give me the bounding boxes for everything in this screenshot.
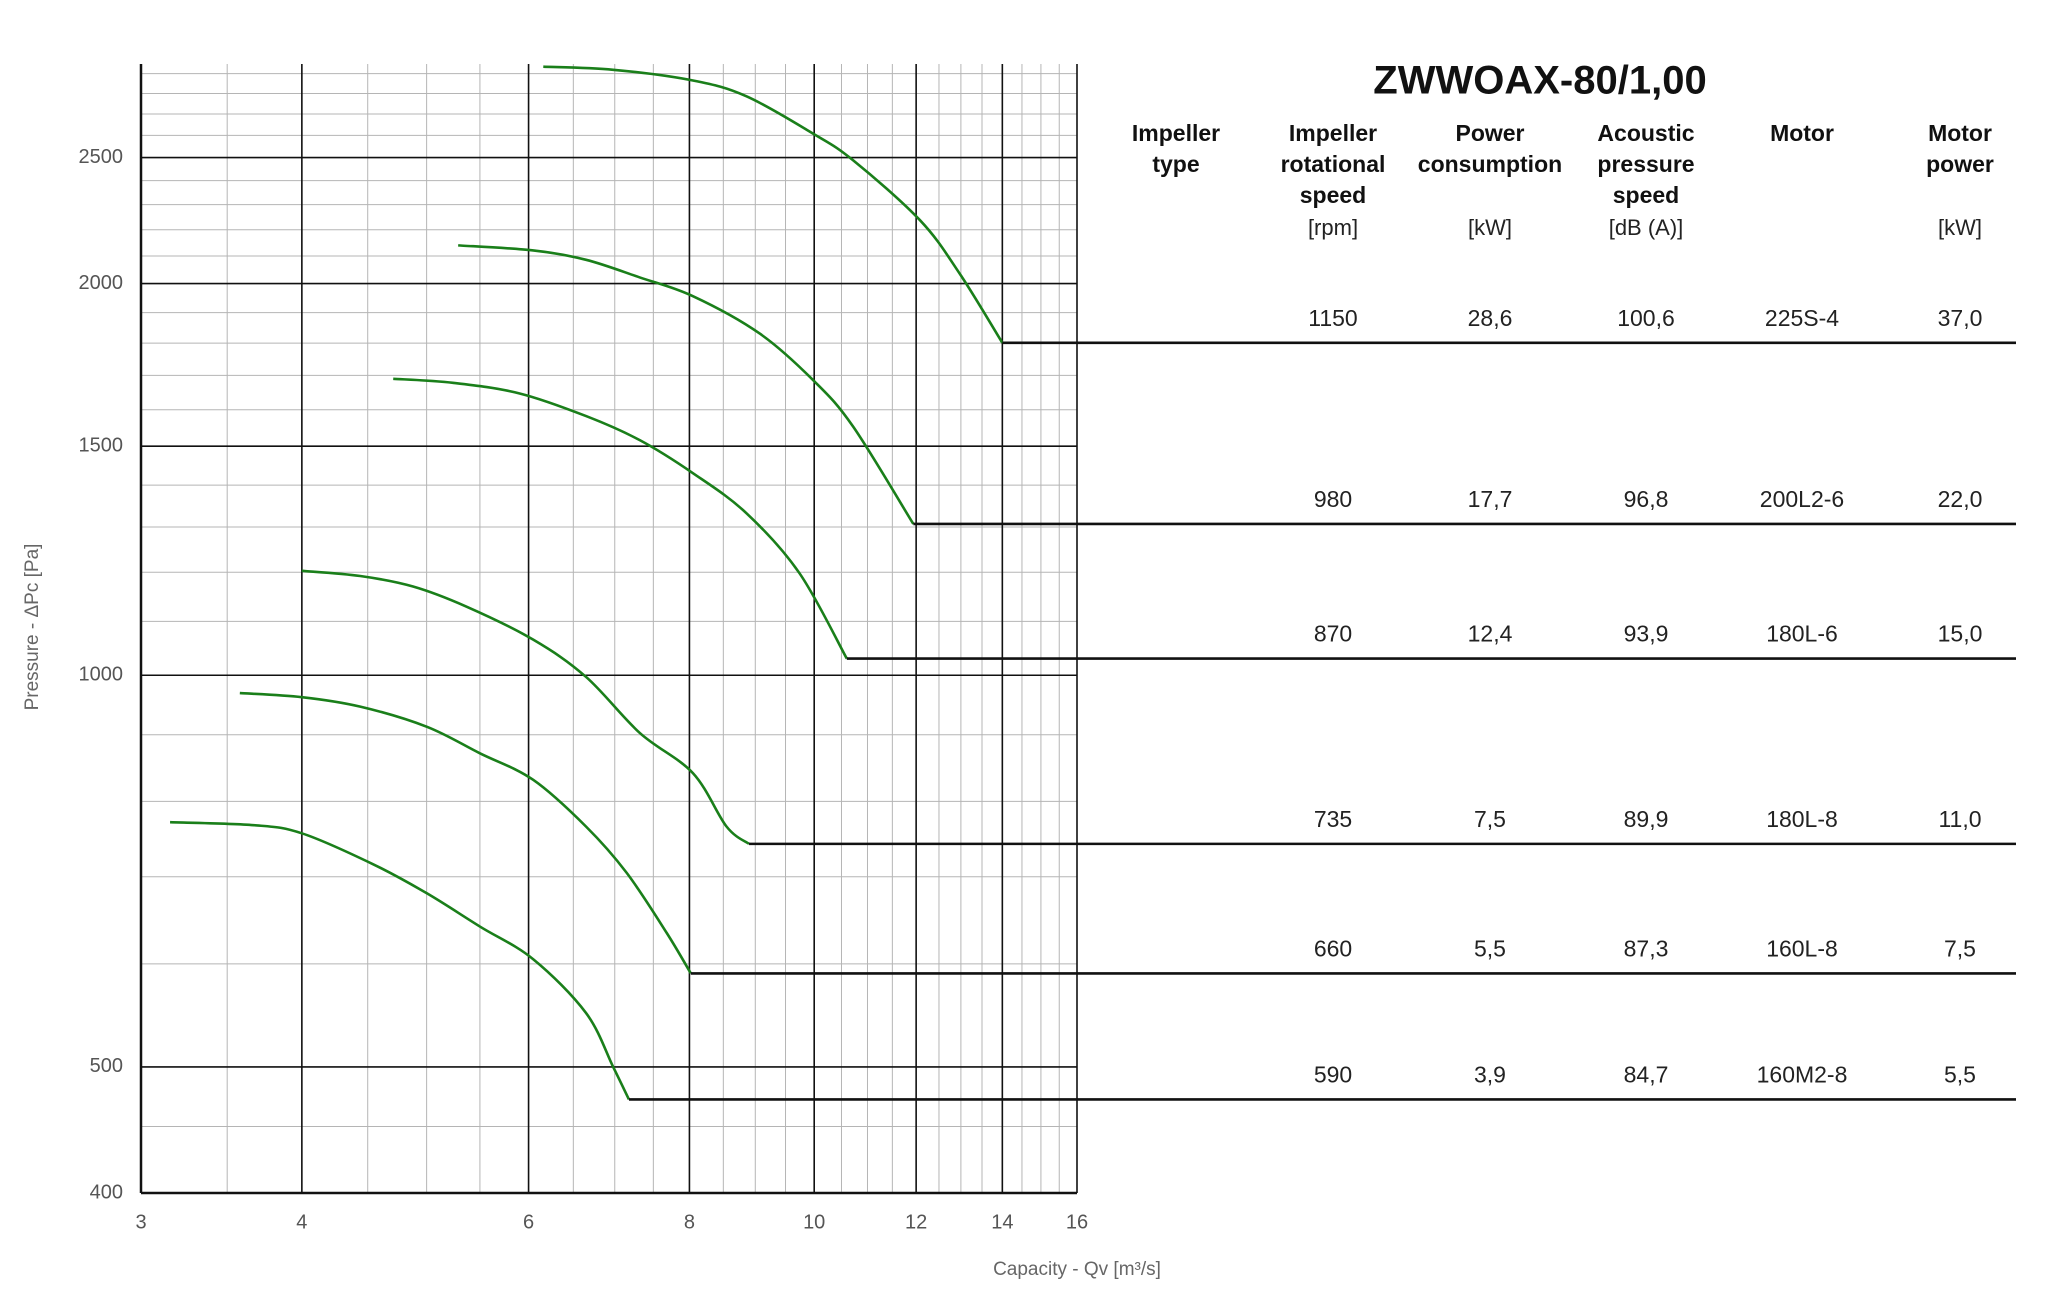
table-cell: 100,6 [1617,305,1675,331]
column-unit: [kW] [1938,215,1982,240]
y-axis-label: Pressure - ΔPc [Pa] [22,544,43,711]
table-cell: 200L2-6 [1760,486,1844,512]
column-header: Motor [1770,120,1834,146]
column-header: speed [1613,182,1679,208]
table-cell: 225S-4 [1765,305,1839,331]
table-cell: 3,9 [1474,1062,1506,1088]
curve [393,377,848,660]
column-unit: [rpm] [1308,215,1358,240]
column-header: speed [1300,182,1366,208]
table-cell: 5,5 [1474,935,1506,961]
table-cell: 160L-8 [1766,935,1838,961]
x-tick-label: 6 [523,1211,534,1233]
table-cell: 15,0 [1938,621,1983,647]
table-cell: 7,5 [1944,935,1976,961]
x-axis-label: Capacity - Qv [m³/s] [993,1259,1161,1280]
table-cell: 84,7 [1624,1062,1669,1088]
table-cell: 87,3 [1624,935,1669,961]
column-header: type [1152,151,1199,177]
table-cell: 22,0 [1938,486,1983,512]
column-unit: [kW] [1468,215,1512,240]
y-tick-label: 500 [90,1055,123,1077]
column-header: Impeller [1289,120,1377,146]
table-cell: 870 [1314,621,1352,647]
x-tick-label: 4 [296,1211,307,1233]
x-tick-label: 14 [991,1211,1013,1233]
chart-title: ZWWOAX-80/1,00 [1373,59,1706,103]
table-cell: 89,9 [1624,806,1669,832]
x-tick-label: 3 [135,1211,146,1233]
table-cell: 980 [1314,486,1352,512]
column-unit: [dB (A)] [1609,215,1684,240]
column-header: rotational [1281,151,1386,177]
table-cell: 37,0 [1938,305,1983,331]
curve [170,820,631,1101]
curve [458,244,915,525]
column-header: pressure [1597,151,1694,177]
column-header: Acoustic [1597,120,1694,146]
table-cell: 660 [1314,935,1352,961]
table-cell: 7,5 [1474,806,1506,832]
y-tick-label: 400 [90,1181,123,1203]
column-header: Power [1455,120,1524,146]
table-cell: 160M2-8 [1757,1062,1848,1088]
column-header: Motor [1928,120,1992,146]
table-cell: 1150 [1308,305,1357,331]
y-tick-label: 1000 [79,664,124,686]
table-cell: 590 [1314,1062,1352,1088]
column-header: consumption [1418,151,1562,177]
table-cell: 180L-8 [1766,806,1838,832]
table-cell: 180L-6 [1766,621,1838,647]
column-header: Impeller [1132,120,1220,146]
x-tick-label: 16 [1066,1211,1088,1233]
table-cell: 96,8 [1624,486,1669,512]
table-cell: 11,0 [1938,806,1981,832]
grid [140,64,1078,1194]
curve [239,691,692,975]
y-tick-label: 2000 [79,272,124,294]
y-tick-label: 2500 [79,146,124,168]
table-cell: 735 [1314,806,1352,832]
table-cell: 5,5 [1944,1062,1976,1088]
y-tick-label: 1500 [79,434,124,456]
curve [543,65,1004,344]
table-cell: 93,9 [1624,621,1669,647]
x-tick-label: 12 [905,1211,927,1233]
table-cell: 28,6 [1468,305,1513,331]
x-tick-label: 10 [803,1211,825,1233]
column-header: power [1926,151,1994,177]
curve [301,569,750,845]
table-cell: 17,7 [1468,486,1513,512]
x-tick-label: 8 [684,1211,695,1233]
table-cell: 12,4 [1468,621,1513,647]
